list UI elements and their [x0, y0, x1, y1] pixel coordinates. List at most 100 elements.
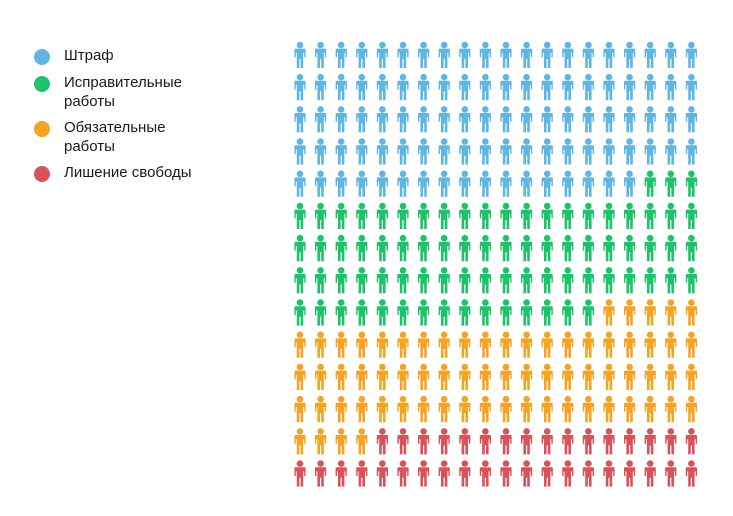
person-icon — [315, 106, 327, 133]
person-icon — [644, 363, 656, 390]
person-icon — [603, 395, 615, 423]
person-icon — [335, 106, 347, 133]
person-icon — [582, 234, 594, 262]
person-icon — [644, 299, 656, 326]
person-icon — [438, 299, 450, 326]
person-icon — [376, 73, 388, 101]
person-icon — [479, 106, 491, 133]
person-icon — [356, 460, 368, 487]
person-icon — [438, 170, 450, 197]
person-icon — [562, 428, 574, 455]
person-icon — [500, 41, 512, 68]
person-icon — [603, 428, 615, 455]
person-icon — [459, 428, 471, 455]
person-icon — [397, 299, 409, 326]
person-icon — [624, 428, 636, 455]
person-icon — [500, 331, 512, 358]
person-icon — [603, 363, 615, 390]
person-icon — [397, 73, 409, 101]
person-icon — [582, 331, 594, 358]
person-icon — [397, 202, 409, 229]
person-icon — [685, 428, 697, 455]
person-icon — [665, 41, 677, 68]
person-icon — [685, 363, 697, 390]
person-icon — [521, 106, 533, 133]
person-icon — [562, 202, 574, 229]
person-icon — [521, 428, 533, 455]
person-icon — [582, 73, 594, 101]
person-icon — [459, 73, 471, 101]
person-icon — [624, 363, 636, 390]
person-icon — [541, 41, 553, 68]
person-icon — [438, 428, 450, 455]
person-icon — [562, 73, 574, 101]
person-icon — [479, 41, 491, 68]
person-icon — [376, 363, 388, 390]
person-icon — [315, 299, 327, 326]
person-icon — [315, 267, 327, 294]
person-icon — [624, 299, 636, 326]
person-icon — [603, 106, 615, 133]
person-icon — [459, 106, 471, 133]
person-icon — [665, 170, 677, 197]
person-icon — [315, 234, 327, 262]
person-icon — [438, 138, 450, 165]
person-icon — [438, 202, 450, 229]
person-icon — [521, 138, 533, 165]
person-icon — [521, 202, 533, 229]
person-icon — [685, 460, 697, 487]
chart-legend: Штраф Исправительные работы Обязательные… — [34, 46, 204, 190]
person-icon — [356, 138, 368, 165]
person-icon — [397, 331, 409, 358]
person-icon — [562, 460, 574, 487]
person-icon — [562, 106, 574, 133]
person-icon — [479, 234, 491, 262]
person-icon — [418, 170, 430, 197]
person-icon — [582, 202, 594, 229]
person-icon — [459, 299, 471, 326]
person-icon — [603, 299, 615, 326]
person-icon — [418, 138, 430, 165]
person-icon — [294, 331, 306, 358]
person-icon — [541, 267, 553, 294]
person-icon — [335, 395, 347, 423]
person-icon — [356, 73, 368, 101]
person-icon — [603, 41, 615, 68]
person-icon — [685, 299, 697, 326]
person-icon — [624, 460, 636, 487]
person-icon — [479, 138, 491, 165]
person-icon — [397, 363, 409, 390]
person-icon — [418, 299, 430, 326]
person-icon — [335, 73, 347, 101]
person-icon — [685, 395, 697, 423]
person-icon — [356, 331, 368, 358]
person-icon — [376, 267, 388, 294]
person-icon — [418, 202, 430, 229]
person-icon — [294, 234, 306, 262]
person-icon — [356, 202, 368, 229]
person-icon — [541, 299, 553, 326]
person-icon — [582, 299, 594, 326]
person-icon — [603, 234, 615, 262]
person-icon — [541, 170, 553, 197]
person-icon — [294, 460, 306, 487]
person-icon — [479, 460, 491, 487]
legend-label-correctional-labor: Исправительные работы — [64, 74, 182, 110]
person-icon — [582, 41, 594, 68]
legend-dot-compulsory-labor — [34, 121, 50, 137]
person-icon — [500, 170, 512, 197]
person-icon — [500, 202, 512, 229]
person-icon — [397, 170, 409, 197]
person-icon — [603, 138, 615, 165]
person-icon — [644, 202, 656, 229]
legend-item-imprisonment: Лишение свободы — [34, 163, 204, 183]
person-icon — [335, 234, 347, 262]
person-icon — [459, 202, 471, 229]
person-icon — [582, 460, 594, 487]
person-icon — [644, 73, 656, 101]
person-icon — [665, 363, 677, 390]
person-icon — [624, 331, 636, 358]
person-icon — [562, 267, 574, 294]
person-icon — [500, 428, 512, 455]
person-icon — [685, 73, 697, 101]
